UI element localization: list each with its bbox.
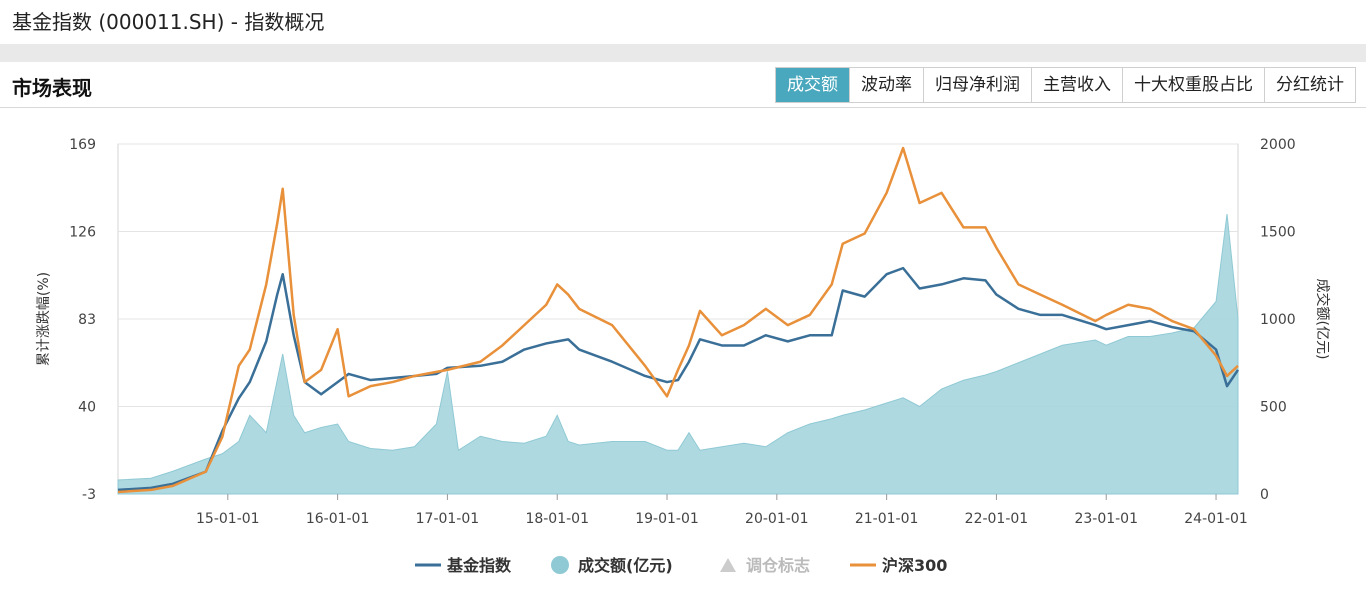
legend-fund-index[interactable]: 基金指数 [415,556,512,575]
section-divider [0,107,1366,108]
x-tick-label: 24-01-01 [1184,511,1248,527]
x-tick-label: 19-01-01 [635,511,699,527]
legend-csi300[interactable]: 沪深300 [850,556,947,575]
y-right-tick-label: 0 [1260,487,1269,503]
legend-label: 基金指数 [446,556,512,575]
tab-net-profit[interactable]: 归母净利润 [923,68,1031,102]
legend-rebalance[interactable]: 调仓标志 [720,556,810,575]
x-tick-label: 21-01-01 [855,511,919,527]
market-performance-chart: -3 0 40 500 83 1000 126 1500 169 2000 15-01-01 16-0… [36,137,1331,575]
tab-dividend[interactable]: 分红统计 [1264,68,1355,102]
header-divider-band [0,44,1366,62]
legend-label: 沪深300 [882,556,947,575]
metric-tabs: 成交额 波动率 归母净利润 主营收入 十大权重股占比 分红统计 [775,67,1356,103]
y-left-tick-label: 40 [78,400,96,416]
x-tick-label: 15-01-01 [196,511,260,527]
y-left-tick-label: 83 [78,312,96,328]
section-title: 市场表现 [12,76,92,100]
x-tick-label: 16-01-01 [306,511,370,527]
x-tick-label: 23-01-01 [1074,511,1138,527]
y-left-tick-label: 126 [69,225,96,241]
y-left-tick-label: 169 [69,137,96,153]
tab-top10-weight[interactable]: 十大权重股占比 [1122,68,1264,102]
x-tick-label: 18-01-01 [525,511,589,527]
page-title: 基金指数 (000011.SH) - 指数概况 [12,10,325,34]
csi300-line [117,146,1239,494]
legend-dot-swatch [551,556,569,574]
triangle-icon [720,558,736,572]
x-tick-label: 22-01-01 [965,511,1029,527]
legend-label: 调仓标志 [746,556,810,575]
tab-revenue[interactable]: 主营收入 [1031,68,1122,102]
x-tick-label: 17-01-01 [416,511,480,527]
legend-label: 成交额(亿元) [578,556,673,575]
legend-turnover[interactable]: 成交额(亿元) [551,556,673,575]
tab-volatility[interactable]: 波动率 [849,68,923,102]
y-left-axis-title: 累计涨跌幅(%) [36,272,52,366]
turnover-area [117,213,1239,495]
y-right-tick-label: 500 [1260,400,1287,416]
y-right-tick-label: 1000 [1260,312,1296,328]
y-right-tick-label: 2000 [1260,137,1296,153]
y-right-axis-title: 成交额(亿元) [1314,279,1331,360]
y-left-tick-label: -3 [82,487,96,503]
tab-turnover[interactable]: 成交额 [776,68,849,102]
y-right-tick-label: 1500 [1260,225,1296,241]
x-tick-label: 20-01-01 [745,511,809,527]
